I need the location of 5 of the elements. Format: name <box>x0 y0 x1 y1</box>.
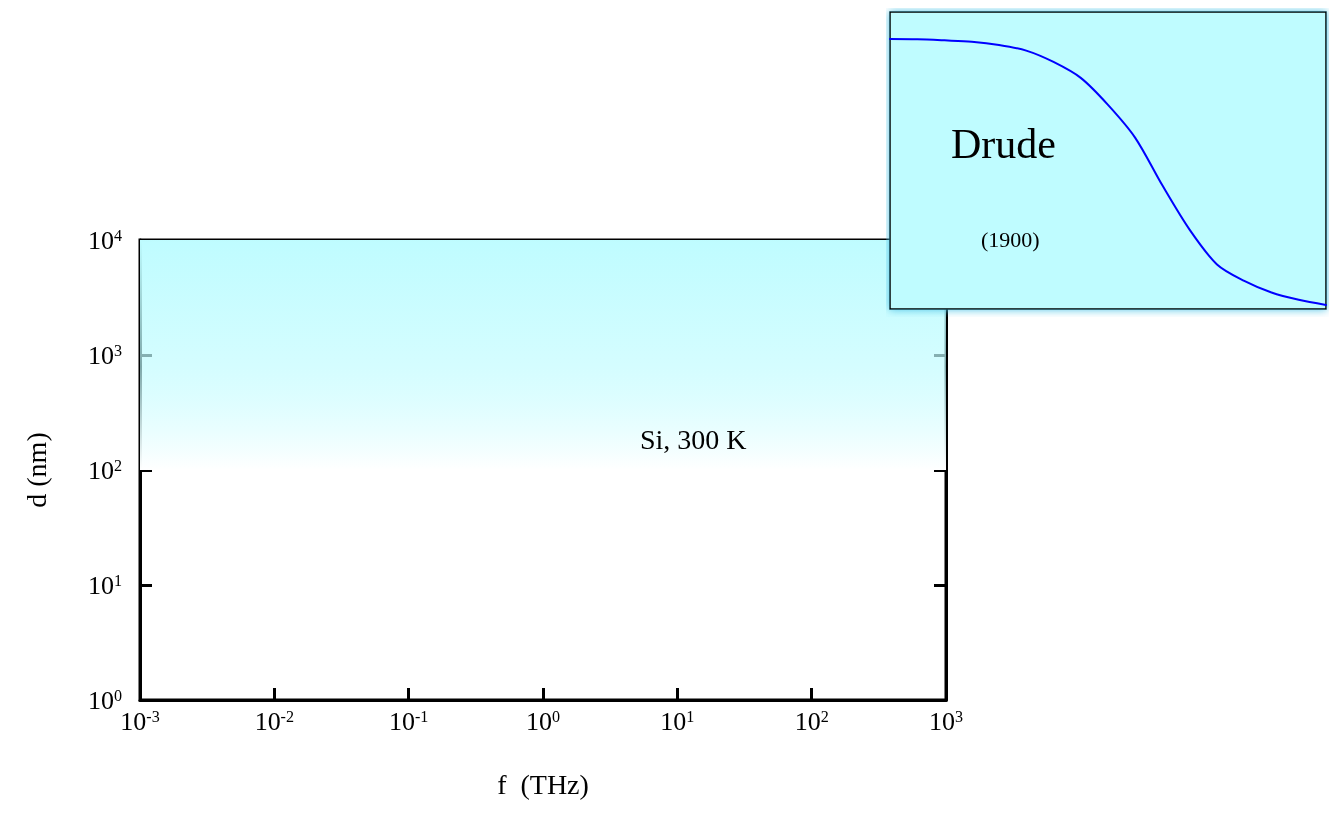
annotation: Si, 300 K <box>640 423 747 455</box>
annotation: Drude <box>951 121 1056 167</box>
annotation: (1900) <box>981 226 1040 252</box>
x-axis-title: f (THz) <box>497 768 589 800</box>
y-axis-title: d (nm) <box>20 432 52 508</box>
